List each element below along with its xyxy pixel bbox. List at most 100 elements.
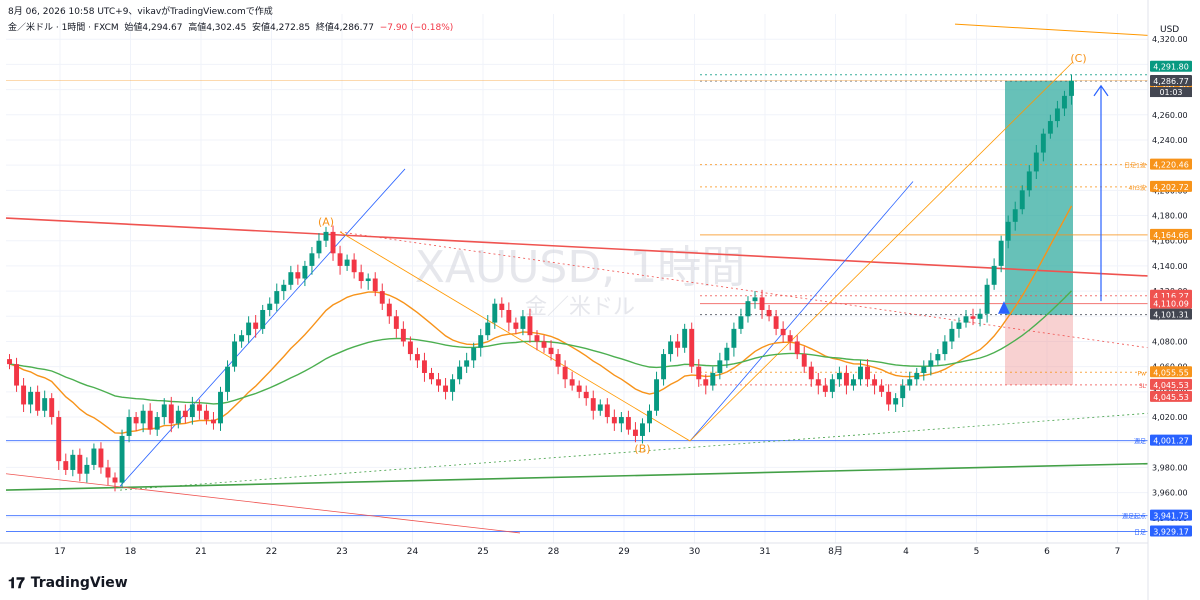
candle-body xyxy=(914,372,920,380)
candle-body xyxy=(829,379,835,392)
candle-body xyxy=(893,398,899,405)
candle-body xyxy=(302,265,308,279)
blue-channel-line-2 xyxy=(689,181,914,442)
x-tick-label: 8月 xyxy=(828,546,843,557)
candle-body xyxy=(161,404,167,418)
candle-body xyxy=(872,379,878,386)
x-tick-label: 23 xyxy=(336,547,347,557)
candle-body xyxy=(991,265,997,285)
candle-body xyxy=(710,372,716,386)
candle-body xyxy=(745,301,751,317)
price-label-text: 4,286.77 xyxy=(1153,77,1189,86)
candle-body xyxy=(232,341,238,367)
price-label-text: 4,291.80 xyxy=(1153,63,1189,72)
candle-body xyxy=(506,309,512,323)
candle-body xyxy=(28,391,34,405)
candle-body xyxy=(555,354,561,367)
candle-body xyxy=(625,417,631,430)
candle-body xyxy=(386,303,392,317)
candle-body xyxy=(239,335,245,342)
candle-body xyxy=(647,410,652,424)
candle-body xyxy=(787,335,793,342)
candle-body xyxy=(105,467,111,478)
candle-body xyxy=(801,354,807,367)
candle-body xyxy=(429,372,434,380)
candle-body xyxy=(717,360,723,373)
candle-body xyxy=(984,284,990,314)
candle-body xyxy=(604,404,610,418)
candle-body xyxy=(225,366,230,392)
brand-name: TradingView xyxy=(30,575,128,591)
candle-body xyxy=(513,322,519,329)
x-tick-label: 29 xyxy=(618,547,630,557)
candle-body xyxy=(752,297,758,302)
candle-body xyxy=(541,341,547,348)
candle-body xyxy=(182,410,188,418)
price-level-tag: 日足1波 xyxy=(1124,162,1146,170)
candle-body xyxy=(281,284,287,292)
candle-body xyxy=(935,354,941,361)
candle-body xyxy=(211,419,216,424)
wave-line-ab xyxy=(339,231,691,442)
candle-body xyxy=(21,385,27,405)
price-label-badge xyxy=(1150,75,1192,87)
candle-body xyxy=(119,435,125,483)
candle-body xyxy=(63,461,69,470)
moving-average-line xyxy=(9,290,1072,405)
candle-body xyxy=(1019,190,1025,210)
x-tick-label: 17 xyxy=(54,547,65,557)
candle-body xyxy=(358,272,364,282)
price-level-tag: Pw xyxy=(1137,370,1146,377)
candle-body xyxy=(569,379,575,386)
candle-body xyxy=(35,391,41,411)
candle-body xyxy=(879,385,885,392)
candle-body xyxy=(126,417,132,436)
candle-body xyxy=(970,316,976,319)
candle-body xyxy=(351,259,357,273)
y-tick-label: 3,960.00 xyxy=(1152,489,1188,498)
candle-body xyxy=(112,477,118,483)
candle-body xyxy=(407,341,413,355)
candle-body xyxy=(942,341,948,355)
tradingview-footer: 𝟏𝟕 TradingView xyxy=(8,574,128,592)
price-label-text: 4,164.66 xyxy=(1153,231,1189,240)
candle-body xyxy=(84,464,90,474)
price-label-text: 4,045.53 xyxy=(1153,381,1189,390)
x-tick-label: 25 xyxy=(477,547,488,557)
candle-body xyxy=(91,448,97,465)
price-label-badge xyxy=(1150,158,1192,170)
candle-body xyxy=(98,448,104,468)
y-tick-label: 3,980.00 xyxy=(1152,463,1188,472)
candle-body xyxy=(900,385,906,399)
candle-body xyxy=(822,385,828,392)
x-tick-label: 28 xyxy=(548,547,560,557)
candle-body xyxy=(253,322,259,329)
candle-body xyxy=(815,379,821,386)
candle-body xyxy=(1026,171,1032,191)
target-arrow-head-icon xyxy=(1093,84,1109,97)
candle-body xyxy=(372,278,378,292)
price-label-text: 4,220.46 xyxy=(1153,161,1189,170)
x-tick-label: 18 xyxy=(125,547,137,557)
price-level-tag: 週足 xyxy=(1134,438,1146,446)
y-tick-label: 4,160.00 xyxy=(1152,237,1188,246)
candle-body xyxy=(344,259,350,266)
candle-body xyxy=(865,366,870,380)
candle-body xyxy=(766,309,772,317)
candle-body xyxy=(858,366,863,380)
price-label-badge xyxy=(1150,180,1192,192)
candle-body xyxy=(274,291,280,304)
candle-body xyxy=(1061,95,1067,109)
currency-label: USD xyxy=(1160,25,1179,35)
candle-body xyxy=(218,391,223,424)
candle-body xyxy=(450,379,456,392)
candle-body xyxy=(147,410,153,430)
upper-orange-line xyxy=(954,23,1149,36)
candle-body xyxy=(421,360,427,373)
candle-body xyxy=(77,454,83,474)
candle-body xyxy=(640,423,645,436)
tradingview-logo-icon: 𝟏𝟕 xyxy=(8,574,25,592)
symbol-title[interactable]: 金／米ドル · 1時間 · FXCM xyxy=(8,23,119,33)
price-label-badge xyxy=(1150,297,1192,309)
